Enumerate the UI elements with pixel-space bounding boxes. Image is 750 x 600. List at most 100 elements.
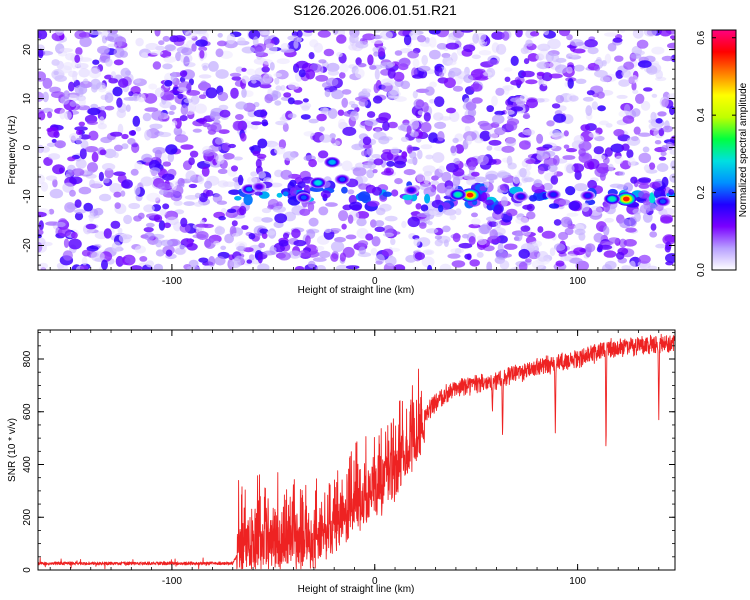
heatmap-cell [280, 85, 286, 91]
heatmap-cell [77, 63, 89, 69]
heatmap-cell [604, 217, 614, 223]
heatmap-cell [463, 74, 474, 84]
heatmap-cell [501, 31, 510, 41]
heatmap-cell [488, 139, 502, 146]
heatmap-cell [349, 110, 359, 122]
heatmap-cell [142, 112, 152, 122]
heatmap-cell [494, 110, 505, 116]
snr-y-axis-title: SNR (10 * v/v) [7, 418, 18, 482]
heatmap-cell [485, 173, 498, 181]
heatmap-cell [536, 61, 550, 70]
heatmap-cell [150, 50, 164, 56]
heatmap-cell [354, 175, 368, 184]
heatmap-cell [336, 34, 347, 44]
heatmap-cell [253, 109, 268, 118]
heatmap-cell [407, 216, 420, 228]
heatmap-cell [603, 203, 610, 213]
heatmap-cell [345, 234, 357, 240]
heatmap-cell [537, 251, 549, 262]
heatmap-cell [227, 208, 237, 213]
heatmap-cell [109, 183, 122, 194]
heatmap-cell [263, 250, 276, 256]
heatmap-cell [155, 249, 165, 257]
heatmap-cell [468, 236, 476, 245]
heatmap-cell [553, 113, 566, 123]
heatmap-cell [464, 125, 471, 133]
heatmap-cell [288, 250, 302, 259]
heatmap-cell [341, 89, 352, 95]
heatmap-cell [79, 265, 89, 270]
heatmap-cell [370, 247, 378, 256]
heatmap-cell [291, 228, 301, 239]
heatmap-cell [331, 89, 344, 100]
heatmap-cell [148, 83, 158, 90]
heatmap-cell [217, 168, 228, 174]
heatmap-cell [222, 181, 236, 187]
heatmap-cell [529, 195, 538, 202]
heatmap-cell [263, 34, 271, 45]
heatmap-cell [502, 85, 514, 91]
heatmap-cell [479, 130, 491, 142]
heatmap-cell [218, 104, 229, 111]
heatmap-cell [158, 220, 166, 231]
heatmap-cell [160, 239, 173, 247]
heatmap-cell [354, 68, 365, 79]
heatmap-cell [162, 161, 172, 167]
heatmap-cell [565, 148, 578, 153]
heatmap-cell [177, 93, 184, 100]
heatmap-cell [111, 241, 122, 253]
heatmap-cell [175, 51, 182, 62]
heatmap-cell [499, 260, 510, 270]
heatmap-cell [261, 232, 268, 239]
heatmap-cell [649, 181, 661, 189]
heatmap-cell [294, 266, 305, 270]
heatmap-cell [107, 43, 118, 48]
heatmap-cell [654, 140, 662, 145]
heatmap-cell [62, 182, 74, 193]
heatmap-cell [648, 162, 656, 170]
heatmap-cell [234, 255, 245, 266]
heatmap-cell [494, 127, 506, 136]
heatmap-cell [383, 225, 394, 235]
heatmap-cell [369, 65, 377, 70]
heatmap-cell [500, 196, 508, 207]
heatmap-cell [586, 90, 595, 96]
heatmap-cell [533, 179, 543, 188]
heatmap-cell [627, 74, 639, 84]
heatmap-cell [437, 131, 445, 142]
heatmap-cell [373, 158, 384, 166]
heatmap-cell [499, 183, 510, 191]
heatmap-cell [198, 192, 208, 203]
heatmap-cell [235, 66, 244, 73]
heatmap-y-tick-label: -10 [22, 189, 33, 204]
heatmap-cell [229, 72, 242, 77]
heatmap-cell [99, 116, 105, 125]
heatmap-cell [161, 173, 175, 181]
heatmap-cell [409, 31, 418, 40]
heatmap-y-axis-title: Frequency (Hz) [7, 116, 18, 185]
heatmap-cell [357, 240, 369, 247]
heatmap-cell [463, 44, 476, 53]
heatmap-cell [349, 33, 359, 44]
heatmap-cell [101, 259, 108, 270]
heatmap-cell [566, 34, 573, 41]
heatmap-cell [593, 232, 604, 243]
heatmap-cell [303, 131, 315, 137]
heatmap-cell [46, 142, 57, 147]
heatmap-cell [308, 217, 319, 227]
heatmap-cell [338, 118, 346, 130]
heatmap-cell [415, 203, 422, 210]
heatmap-cell [233, 156, 243, 161]
heatmap-cell [236, 245, 246, 252]
heatmap-cell [140, 176, 154, 187]
heatmap-cell [214, 256, 226, 266]
heatmap-cell [298, 250, 310, 258]
heatmap-cell [132, 115, 141, 127]
heatmap-cell [439, 263, 452, 270]
heatmap-cell [543, 30, 550, 36]
heatmap-cell [414, 252, 425, 261]
heatmap-hotspot [300, 195, 307, 200]
heatmap-cell [312, 257, 327, 262]
heatmap-cell [380, 151, 394, 161]
heatmap-cell [327, 108, 338, 119]
